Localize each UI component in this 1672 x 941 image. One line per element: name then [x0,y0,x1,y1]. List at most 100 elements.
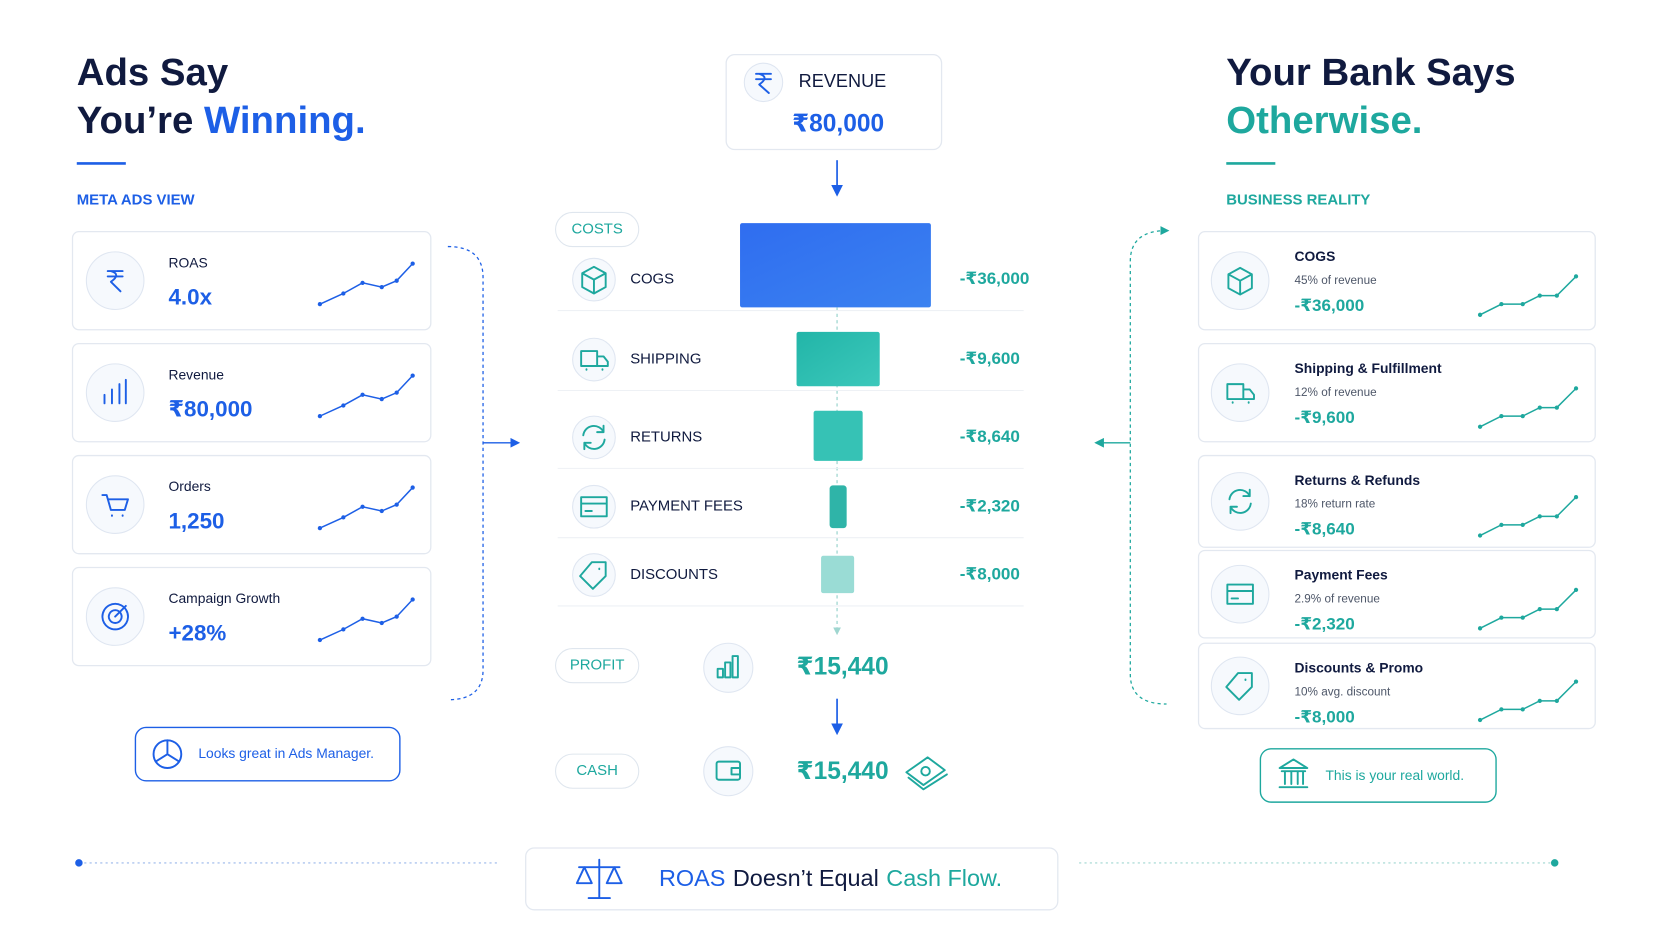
metric-card [71,231,432,331]
icon-path [581,265,607,295]
cost-label: COGS [630,271,674,288]
sparkline-dot [341,403,346,408]
cost-label: PAYMENT FEES [630,498,743,515]
bank-icon [1278,758,1309,789]
sparkline-dot [1499,522,1504,528]
sparkline-dot [394,278,399,283]
sparkline-dot [1554,293,1559,298]
metric-icon-bg [85,363,145,422]
cost-label: RETURNS [630,428,702,445]
metric-label: Orders [168,478,210,494]
scale-icon [575,858,623,900]
revenue-icon [743,62,784,103]
sparkline [1479,589,1577,629]
sparkline-dot [410,261,415,266]
reality-icon-bg [1210,656,1270,716]
costs-label: COSTS [571,220,622,237]
left-title-2: You’re Winning. [77,99,366,142]
right-note-box [1259,748,1497,803]
icon-glyph [580,496,608,518]
sparkline-dot [1537,405,1542,410]
profit-icon-bg [703,642,754,693]
wallet-icon [715,760,741,781]
reality-sub: 45% of revenue [1295,274,1377,287]
left-section: META ADS VIEW [77,192,196,209]
sparkline-dot [410,597,415,602]
reality-value: -₹2,320 [1295,615,1355,634]
cost-amount: -₹8,000 [960,565,1020,584]
icon-glyph [1226,383,1255,404]
sparkline-dot [394,614,399,619]
sparkline-dot [1477,533,1483,538]
sparkline-dot [1554,698,1559,703]
sparkline [1479,681,1577,721]
sparkline-dot [1520,413,1525,419]
sparkline-dot [1573,679,1579,684]
right-title-2: Otherwise. [1226,99,1422,142]
icon-glyph [580,350,609,371]
reality-value: -₹36,000 [1295,296,1365,315]
sparkline-dot [1499,615,1504,620]
icon-glyph [101,602,129,631]
sparkline-dot [341,291,346,296]
reality-label: Payment Fees [1295,567,1389,583]
icon-path [580,496,608,518]
sparkline-dot [360,392,365,397]
sparkline-dot [1537,698,1542,703]
left-title-2a: You’re [77,99,194,142]
sparkline-dot [1573,386,1579,391]
cogs-block [740,223,931,308]
icon-glyph [581,265,607,295]
icon-glyph [1225,672,1253,701]
sparkline-dot [394,390,399,395]
cost-amount: -₹2,320 [960,496,1020,515]
sparkline-dot [317,413,323,419]
icon-path [103,378,127,405]
sparkline-dot [1499,302,1504,307]
metric-value: 4.0x [168,285,212,310]
meta-icon [152,739,183,769]
icon-glyph [1226,583,1254,605]
sparkline-dot [1554,514,1559,519]
sparkline-dot [1499,413,1504,419]
reality-card [1197,642,1596,730]
sparkline-dot [394,502,399,507]
metric-card [71,342,432,443]
icon-path [1227,266,1253,296]
cash-pill [555,753,640,789]
icon-glyph [1227,266,1253,296]
sparkline-dot [410,373,415,378]
reality-icon-bg [1210,363,1270,422]
icon-glyph [101,494,129,517]
left-note-box [134,726,401,782]
sparkline-dot [360,280,365,285]
sparkline-dot [1499,707,1504,712]
reality-sub: 12% of revenue [1295,386,1377,399]
sparkline-dot [1554,405,1559,410]
left-note: Looks great in Ads Manager. [198,745,374,761]
metric-value: +28% [168,621,226,646]
profit-pill [555,648,640,684]
sparkline-dot [1520,302,1525,307]
icon-glyph [582,424,606,451]
sparkline-dot [317,637,323,643]
cost-icon-bg [572,337,616,382]
icon-path [106,270,124,293]
cash-label: CASH [576,762,617,779]
reality-label: Returns & Refunds [1295,472,1421,488]
costs-pill [555,211,640,248]
profit-icon [716,655,739,679]
payment-block [829,485,847,529]
sparkline-dot [341,627,346,632]
metric-value: 1,250 [168,509,224,534]
icon-path [1226,583,1254,605]
sparkline-dot [1573,274,1579,279]
icon-path [579,561,607,590]
sparkline [319,599,414,641]
sparkline [319,375,414,417]
reality-label: COGS [1295,248,1336,264]
cost-icon-bg [572,484,616,529]
reality-sub: 2.9% of revenue [1295,593,1380,606]
